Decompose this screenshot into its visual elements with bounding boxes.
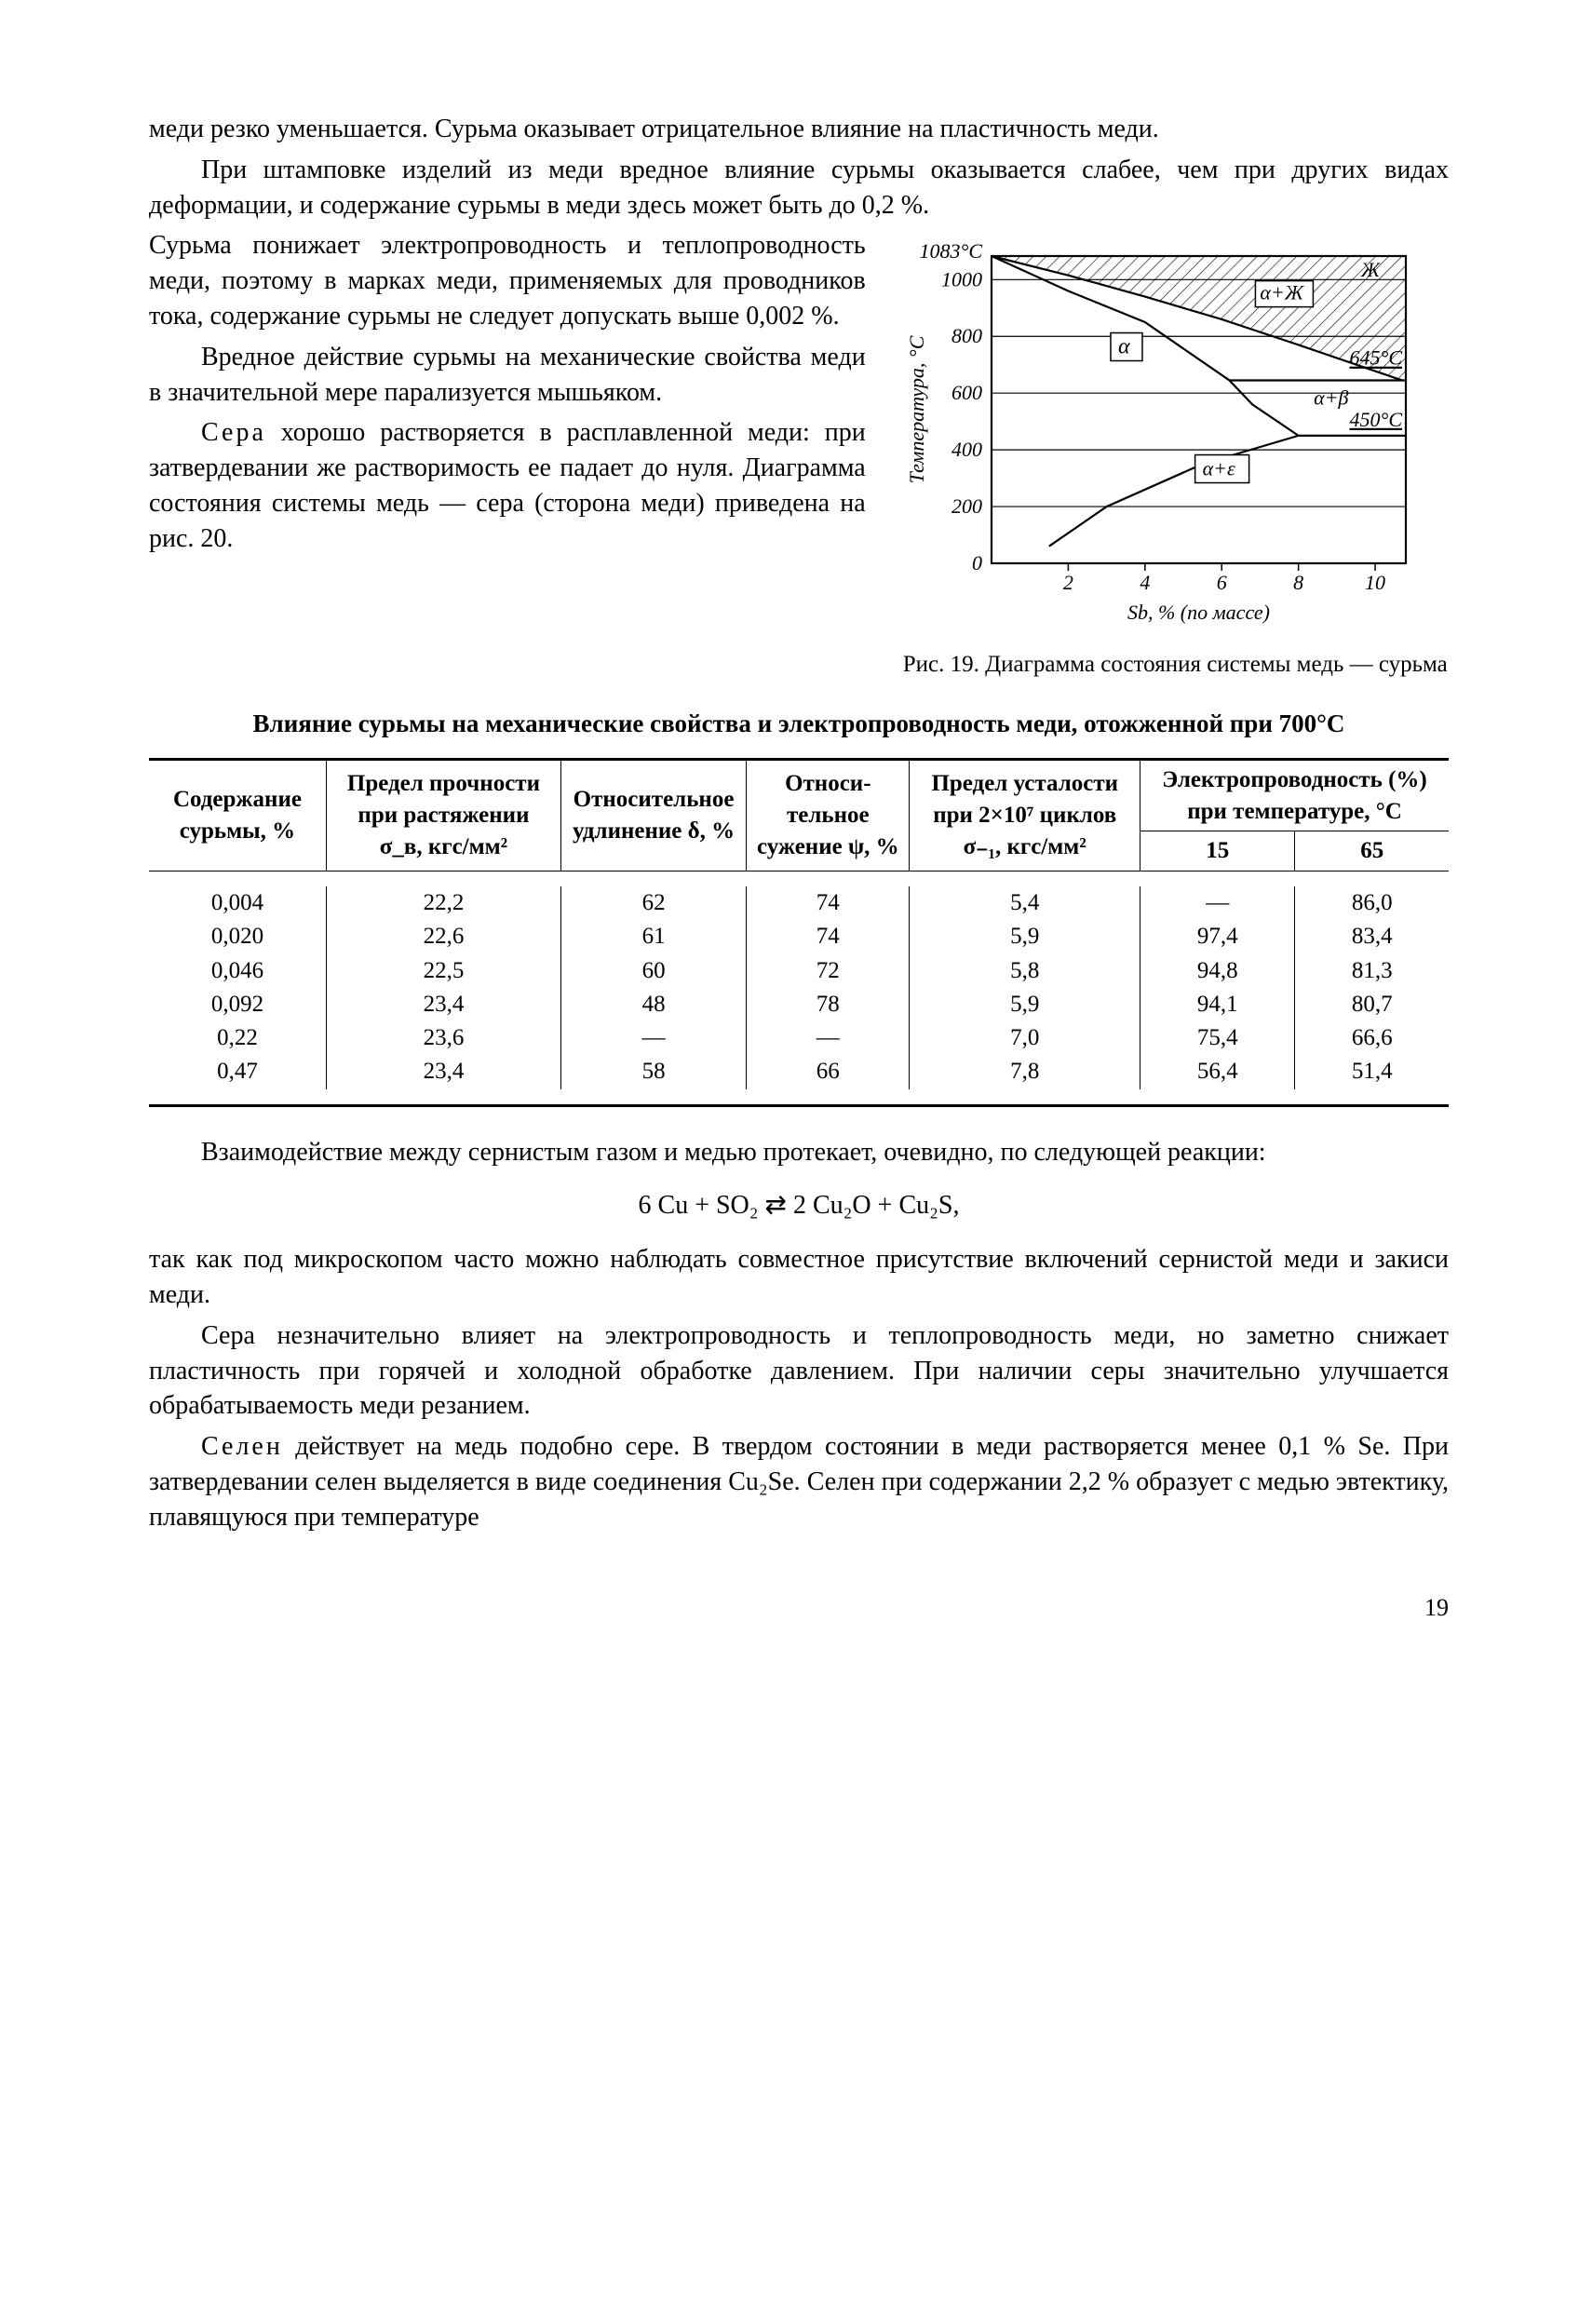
- svg-text:6: 6: [1216, 571, 1226, 594]
- th-strength: Предел прочности при растяже­нии σ_в, кг…: [326, 759, 560, 871]
- svg-text:α+Ж: α+Ж: [1260, 281, 1303, 304]
- table-row: 0,02022,661745,997,483,4: [149, 920, 1449, 953]
- table-row: 0,09223,448785,994,180,7: [149, 988, 1449, 1021]
- phase-diagram-chart: 0 200 400 600 800 1000 1083°C 2 4 6 8 10 Sb, % (по м…: [903, 228, 1424, 628]
- term-selenium: Селен: [201, 1432, 283, 1461]
- svg-text:450°C: 450°C: [1349, 408, 1402, 431]
- svg-text:645°C: 645°C: [1349, 346, 1402, 370]
- para-3: Сурьма понижает электропроводность и теп…: [149, 228, 866, 333]
- svg-text:8: 8: [1293, 571, 1303, 594]
- th-conductivity: Электропроводность (%) при температуре, …: [1140, 759, 1449, 831]
- reaction-equation: 6 Cu + SO₂ ⇄ 2 Cu₂O + Cu₂S,: [149, 1188, 1449, 1223]
- table-row: 0,04622,560725,894,881,3: [149, 954, 1449, 988]
- figure-caption: Рис. 19. Диаграмма состоя­ния системы ме…: [903, 650, 1449, 679]
- svg-text:Температура, °C: Температура, °C: [905, 336, 928, 484]
- svg-text:0: 0: [972, 551, 982, 574]
- para-4: Вредное действие сурьмы на механи­ческие…: [149, 340, 866, 411]
- svg-text:600: 600: [951, 382, 982, 405]
- table-row: 0,2223,6——7,075,466,6: [149, 1021, 1449, 1055]
- para-6: Взаимодействие между сернистым газом и м…: [149, 1135, 1449, 1170]
- para-8: Сера незначительно влияет на электропров…: [149, 1318, 1449, 1424]
- svg-text:1000: 1000: [941, 268, 982, 291]
- para-2: При штамповке изделий из меди вредное вл…: [149, 153, 1449, 223]
- para-7: так как под микроскопом часто можно набл…: [149, 1242, 1449, 1313]
- table-row: 0,4723,458667,856,451,4: [149, 1055, 1449, 1088]
- svg-text:2: 2: [1063, 571, 1073, 594]
- th-sb-content: Содержание сурьмы, %: [149, 759, 326, 871]
- para-9: Селен действует на медь подобно сере. В …: [149, 1429, 1449, 1534]
- th-temp-65: 65: [1295, 831, 1449, 872]
- svg-text:α: α: [1118, 335, 1130, 359]
- svg-text:4: 4: [1140, 571, 1150, 594]
- svg-text:α+ε: α+ε: [1202, 457, 1235, 480]
- svg-text:Ж: Ж: [1360, 258, 1381, 281]
- para-1: меди резко уменьшается. Сурьма оказывает…: [149, 112, 1449, 147]
- svg-text:α+β: α+β: [1314, 386, 1348, 410]
- properties-table: Содержание сурьмы, % Предел прочности пр…: [149, 758, 1449, 1107]
- page-number: 19: [149, 1591, 1449, 1624]
- th-temp-15: 15: [1140, 831, 1295, 872]
- th-fatigue: Предел усталости при 2×10⁷ циклов σ₋₁, к…: [910, 759, 1140, 871]
- th-elong: Относи­тельное удлинение δ, %: [560, 759, 746, 871]
- table-title: Влияние сурьмы на механические свойства …: [149, 707, 1449, 740]
- svg-text:1083°C: 1083°C: [919, 239, 982, 263]
- svg-text:10: 10: [1365, 571, 1385, 594]
- th-reduction: Относи­тельное сужение ψ, %: [747, 759, 910, 871]
- term-sulfur: Сера: [201, 418, 266, 447]
- svg-text:800: 800: [951, 325, 982, 348]
- svg-text:400: 400: [951, 439, 982, 462]
- svg-text:200: 200: [951, 494, 982, 518]
- svg-text:Sb, % (по массе): Sb, % (по массе): [1127, 601, 1270, 624]
- table-row: 0,00422,262745,4—86,0: [149, 886, 1449, 920]
- para-5: Сера хорошо растворяется в рас­плавленно…: [149, 415, 866, 556]
